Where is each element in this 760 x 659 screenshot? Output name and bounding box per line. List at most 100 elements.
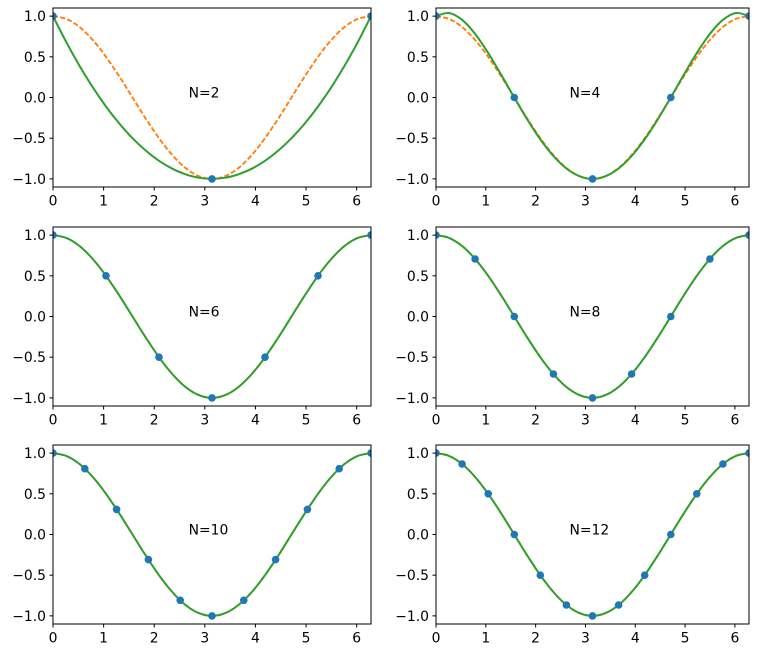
plot-area bbox=[436, 231, 749, 402]
y-tick-label: 1.0 bbox=[24, 9, 46, 25]
sample-point bbox=[367, 449, 371, 457]
sample-point bbox=[155, 353, 163, 362]
y-tick-label: 0.5 bbox=[407, 50, 429, 66]
x-tick-label: 2 bbox=[150, 413, 159, 429]
sample-point bbox=[588, 394, 597, 402]
y-tick-label: −1.0 bbox=[12, 609, 46, 625]
x-tick-label: 0 bbox=[49, 631, 58, 647]
sample-point bbox=[367, 12, 371, 20]
sample-point bbox=[144, 555, 153, 564]
x-tick-label: 6 bbox=[352, 631, 361, 647]
y-tick-label: −1.0 bbox=[12, 172, 46, 188]
sample-point bbox=[303, 505, 312, 514]
x-tick-label: 3 bbox=[581, 413, 590, 429]
subplot-n10: 0 1 2 3 4 5 6 1.0 0.5 0.0 −0.5 −1.0 N=10 bbox=[12, 444, 372, 647]
x-tick-label: 0 bbox=[49, 194, 58, 210]
sample-point bbox=[53, 12, 57, 20]
x-tick-label: 3 bbox=[200, 413, 209, 429]
sample-point bbox=[667, 530, 675, 539]
x-tick-label: 6 bbox=[730, 413, 739, 429]
y-tick-label: 0.5 bbox=[407, 487, 429, 503]
sample-point bbox=[314, 272, 322, 280]
sample-point bbox=[588, 175, 597, 183]
y-tick-label: 1.0 bbox=[407, 446, 429, 462]
sample-point bbox=[510, 312, 519, 321]
sample-point bbox=[102, 272, 110, 280]
x-tick-label: 1 bbox=[99, 194, 108, 210]
y-tick-label: −0.5 bbox=[395, 350, 429, 366]
y-tick-label: 1.0 bbox=[24, 228, 46, 244]
y-tick-label: 0.0 bbox=[407, 528, 429, 544]
sample-point bbox=[693, 490, 701, 498]
sample-point bbox=[588, 612, 597, 620]
x-tick-label: 3 bbox=[200, 194, 209, 210]
x-tick-label: 2 bbox=[150, 631, 159, 647]
subplot-label: N=2 bbox=[189, 86, 220, 102]
y-tick-label: 0.0 bbox=[407, 91, 429, 107]
y-tick-label: −0.5 bbox=[395, 568, 429, 584]
sample-point bbox=[271, 555, 280, 564]
sample-point bbox=[471, 255, 479, 263]
sample-point bbox=[436, 12, 440, 20]
subplot-n12: 0 1 2 3 4 5 6 1.0 0.5 0.0 −0.5 −1.0 N=12 bbox=[395, 444, 750, 647]
x-tick-label: 5 bbox=[302, 194, 311, 210]
sample-point bbox=[367, 231, 371, 239]
subplot-label: N=12 bbox=[570, 523, 610, 539]
x-tick-label: 1 bbox=[99, 631, 108, 647]
y-tick-label: 0.5 bbox=[407, 269, 429, 285]
x-tick-label: 6 bbox=[730, 194, 739, 210]
sample-point bbox=[627, 370, 636, 378]
plot-area bbox=[53, 12, 371, 183]
x-tick-label: 1 bbox=[481, 413, 490, 429]
x-tick-label: 2 bbox=[150, 194, 159, 210]
x-tick-label: 0 bbox=[49, 413, 58, 429]
sample-point bbox=[667, 93, 675, 102]
x-tick-label: 0 bbox=[432, 631, 441, 647]
sample-point bbox=[436, 449, 440, 457]
subplot-n6: 0 1 2 3 4 5 6 1.0 0.5 0.0 −0.5 −1.0 N=6 bbox=[12, 226, 372, 429]
x-tick-label: 4 bbox=[631, 631, 640, 647]
y-tick-label: −0.5 bbox=[395, 131, 429, 147]
sample-point bbox=[261, 353, 269, 362]
sample-point bbox=[536, 571, 545, 579]
x-tick-label: 4 bbox=[631, 194, 640, 210]
subplot-label: N=6 bbox=[189, 305, 220, 321]
sample-point bbox=[484, 490, 493, 498]
sample-point bbox=[706, 255, 714, 263]
subplot-label: N=4 bbox=[570, 86, 601, 102]
subplot-n4: 0 1 2 3 4 5 6 1.0 0.5 0.0 −0.5 −1.0 N=4 bbox=[395, 7, 750, 210]
y-tick-label: −0.5 bbox=[12, 131, 46, 147]
x-tick-label: 5 bbox=[681, 413, 690, 429]
sample-point bbox=[562, 601, 571, 609]
sample-point bbox=[510, 530, 519, 539]
x-tick-label: 5 bbox=[302, 413, 311, 429]
x-tick-label: 1 bbox=[481, 194, 490, 210]
sample-point bbox=[667, 312, 675, 321]
sample-point bbox=[510, 93, 519, 102]
sample-point bbox=[640, 571, 649, 579]
x-tick-label: 4 bbox=[251, 631, 260, 647]
x-tick-label: 2 bbox=[531, 413, 540, 429]
sample-point bbox=[53, 449, 57, 457]
sample-point bbox=[208, 612, 216, 620]
y-tick-label: 1.0 bbox=[407, 9, 429, 25]
x-tick-label: 2 bbox=[531, 194, 540, 210]
y-tick-label: 0.5 bbox=[24, 487, 46, 503]
x-tick-label: 3 bbox=[581, 194, 590, 210]
plot-area bbox=[53, 449, 371, 620]
x-tick-label: 6 bbox=[730, 631, 739, 647]
y-tick-label: −0.5 bbox=[12, 350, 46, 366]
x-tick-label: 5 bbox=[302, 631, 311, 647]
y-tick-label: 0.0 bbox=[24, 91, 46, 107]
x-tick-label: 0 bbox=[432, 194, 441, 210]
x-tick-label: 0 bbox=[432, 413, 441, 429]
x-tick-label: 5 bbox=[681, 194, 690, 210]
x-tick-label: 2 bbox=[531, 631, 540, 647]
subplot-label: N=10 bbox=[189, 523, 229, 539]
plot-area bbox=[436, 449, 749, 620]
sample-point bbox=[335, 464, 344, 473]
y-tick-label: 1.0 bbox=[407, 228, 429, 244]
x-tick-label: 1 bbox=[481, 631, 490, 647]
